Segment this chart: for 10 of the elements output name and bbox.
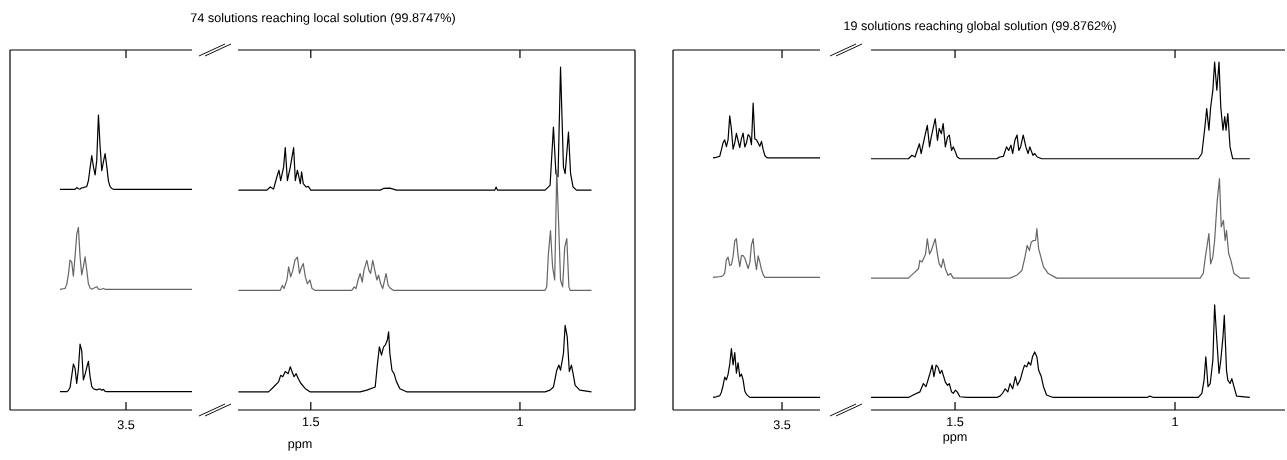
x-axis-title: ppm: [943, 434, 967, 444]
chart-title: 74 solutions reaching local solution (99.8747%): [190, 12, 455, 25]
x-tick-label: 1: [1172, 417, 1178, 427]
chart-title: 19 solutions reaching global solution (99.8762%): [844, 20, 1116, 33]
text: 3.5: [773, 420, 791, 430]
x-tick-label: 1.5: [947, 417, 964, 427]
x-tick-label: 1: [517, 417, 523, 427]
x-tick-label: 1.5: [302, 417, 320, 427]
text: 3.5: [117, 420, 135, 430]
x-axis-title: ppm: [288, 441, 312, 451]
